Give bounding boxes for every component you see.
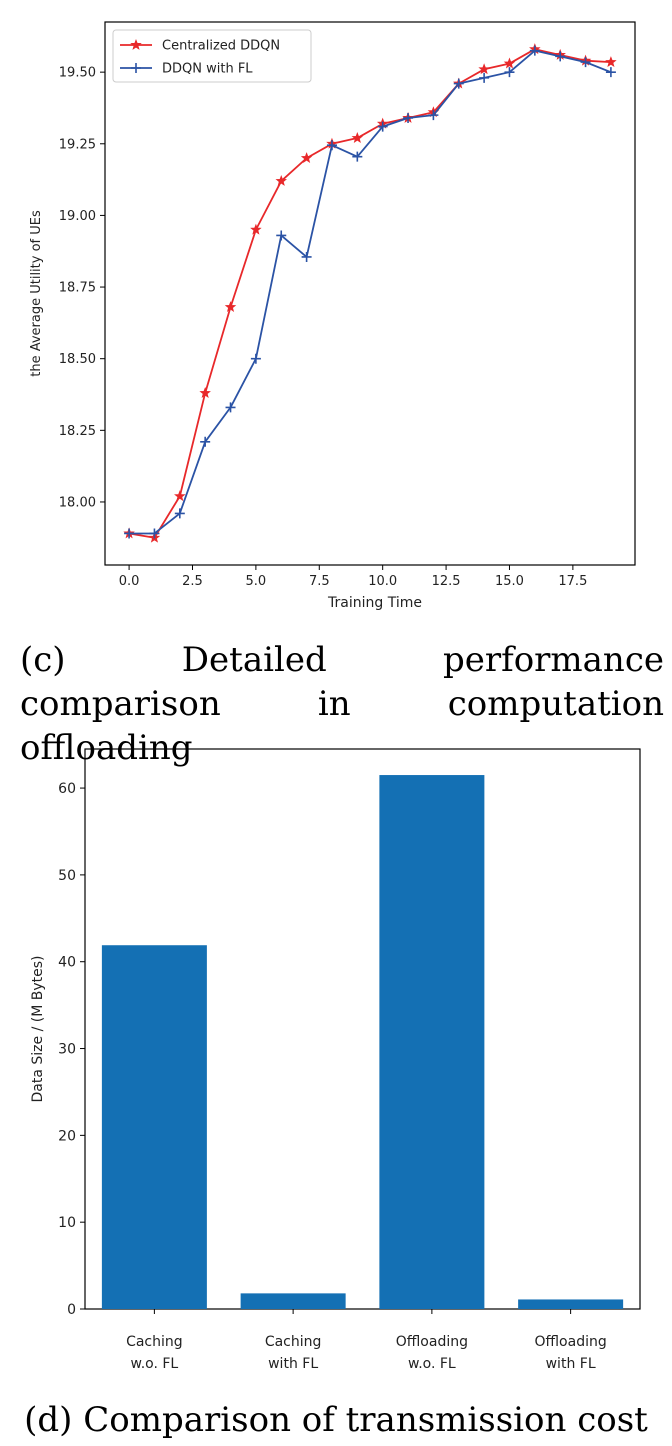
x-tick-label: 17.5 — [558, 574, 587, 589]
bar-caching-with-fl — [240, 1293, 346, 1309]
y-tick-label: 19.25 — [59, 137, 96, 152]
y-tick-label: 0 — [67, 1302, 76, 1318]
line-chart: 0.0 2.5 5.0 7.5 10.0 12.5 15.0 17.5 18.00 18.25 18… — [29, 21, 636, 611]
y-tick-label: 20 — [58, 1128, 76, 1144]
data-point-ddqn-with-fl — [605, 67, 616, 78]
data-point-ddqn-with-fl — [301, 251, 312, 262]
data-point-centralized-ddqn — [503, 57, 516, 69]
x-tick-label: with FL — [546, 1356, 596, 1372]
x-tick-label: 7.5 — [309, 574, 330, 589]
data-point-centralized-ddqn — [478, 63, 490, 75]
data-point-centralized-ddqn — [351, 131, 364, 143]
data-point-ddqn-with-fl — [504, 67, 515, 78]
data-point-ddqn-with-fl — [403, 112, 414, 123]
figure-c-caption: (c) Detailed performance comparison in c… — [20, 640, 664, 768]
y-tick-label: 19.50 — [59, 66, 96, 81]
legend-label-ddqn-with-fl: DDQN with FL — [162, 62, 253, 77]
data-point-centralized-ddqn — [250, 223, 262, 235]
data-point-ddqn-with-fl — [149, 528, 160, 539]
data-point-centralized-ddqn — [605, 56, 617, 68]
y-axis-label: Data Size / (M Bytes) — [30, 956, 46, 1103]
x-tick-label: Caching — [265, 1334, 322, 1350]
x-tick-label: 2.5 — [182, 574, 203, 589]
data-point-ddqn-with-fl — [352, 151, 363, 162]
legend-marker-ddqn-with-fl — [131, 63, 141, 73]
data-point-ddqn-with-fl — [529, 45, 540, 56]
x-tick-label: 15.0 — [495, 574, 524, 589]
data-point-ddqn-with-fl — [326, 140, 337, 151]
x-axis-label: Training Time — [327, 595, 422, 611]
y-tick-label: 30 — [58, 1042, 76, 1058]
data-point-ddqn-with-fl — [555, 51, 566, 62]
y-axis-label: the Average Utility of UEs — [29, 210, 44, 377]
y-tick-label: 10 — [58, 1215, 76, 1231]
data-point-ddqn-with-fl — [428, 110, 439, 121]
data-point-ddqn-with-fl — [580, 57, 591, 68]
data-point-ddqn-with-fl — [453, 78, 464, 89]
y-tick-label: 18.25 — [59, 424, 96, 439]
x-tick-label: 0.0 — [119, 574, 140, 589]
data-point-centralized-ddqn — [300, 152, 313, 164]
x-tick-label: with FL — [268, 1356, 318, 1372]
x-tick-label: 10.0 — [368, 574, 397, 589]
bar-chart: Caching w.o. FL Caching with FL Offloading w.… — [30, 748, 641, 1372]
bar-offloading-w-o-fl — [379, 775, 485, 1309]
y-tick-label: 50 — [58, 868, 76, 884]
legend-marker-centralized-ddqn — [130, 38, 142, 50]
legend-box — [112, 29, 312, 83]
x-tick-label: w.o. FL — [408, 1356, 456, 1372]
series-line-centralized-ddqn — [128, 48, 611, 539]
x-tick-label: Caching — [126, 1334, 183, 1350]
data-point-centralized-ddqn — [199, 387, 211, 398]
series-line-ddqn-with-fl — [129, 49, 612, 535]
data-point-ddqn-with-fl — [377, 121, 388, 132]
x-tick-label: Offloading — [535, 1334, 607, 1350]
legend-label-centralized-ddqn: Centralized DDQN — [162, 39, 280, 54]
y-tick-label: 40 — [58, 955, 76, 971]
data-point-ddqn-with-fl — [479, 72, 490, 83]
y-tick-label: 18.00 — [59, 495, 96, 510]
data-point-ddqn-with-fl — [124, 528, 135, 539]
x-tick-label: 5.0 — [246, 574, 267, 589]
bar-plot-frame — [84, 748, 641, 1310]
data-point-ddqn-with-fl — [225, 402, 236, 413]
y-tick-label: 19.00 — [59, 209, 96, 224]
y-tick-label: 60 — [58, 781, 76, 797]
x-tick-label: w.o. FL — [131, 1356, 179, 1372]
x-tick-label: Offloading — [396, 1334, 468, 1350]
data-point-centralized-ddqn — [224, 301, 237, 313]
data-point-ddqn-with-fl — [174, 508, 185, 519]
y-tick-label: 18.75 — [59, 281, 96, 296]
y-tick-label: 18.50 — [59, 352, 96, 367]
data-point-ddqn-with-fl — [200, 436, 211, 447]
bar-caching-w-o-fl — [101, 945, 207, 1309]
data-point-ddqn-with-fl — [250, 353, 261, 364]
data-point-centralized-ddqn — [174, 490, 186, 502]
data-point-ddqn-with-fl — [276, 230, 287, 241]
x-tick-label: 12.5 — [432, 574, 461, 589]
data-point-centralized-ddqn — [275, 174, 287, 186]
figure-d-caption: (d) Comparison of transmission cost — [24, 1400, 648, 1440]
bar-offloading-with-fl — [518, 1299, 624, 1309]
line-plot-frame — [104, 21, 636, 566]
